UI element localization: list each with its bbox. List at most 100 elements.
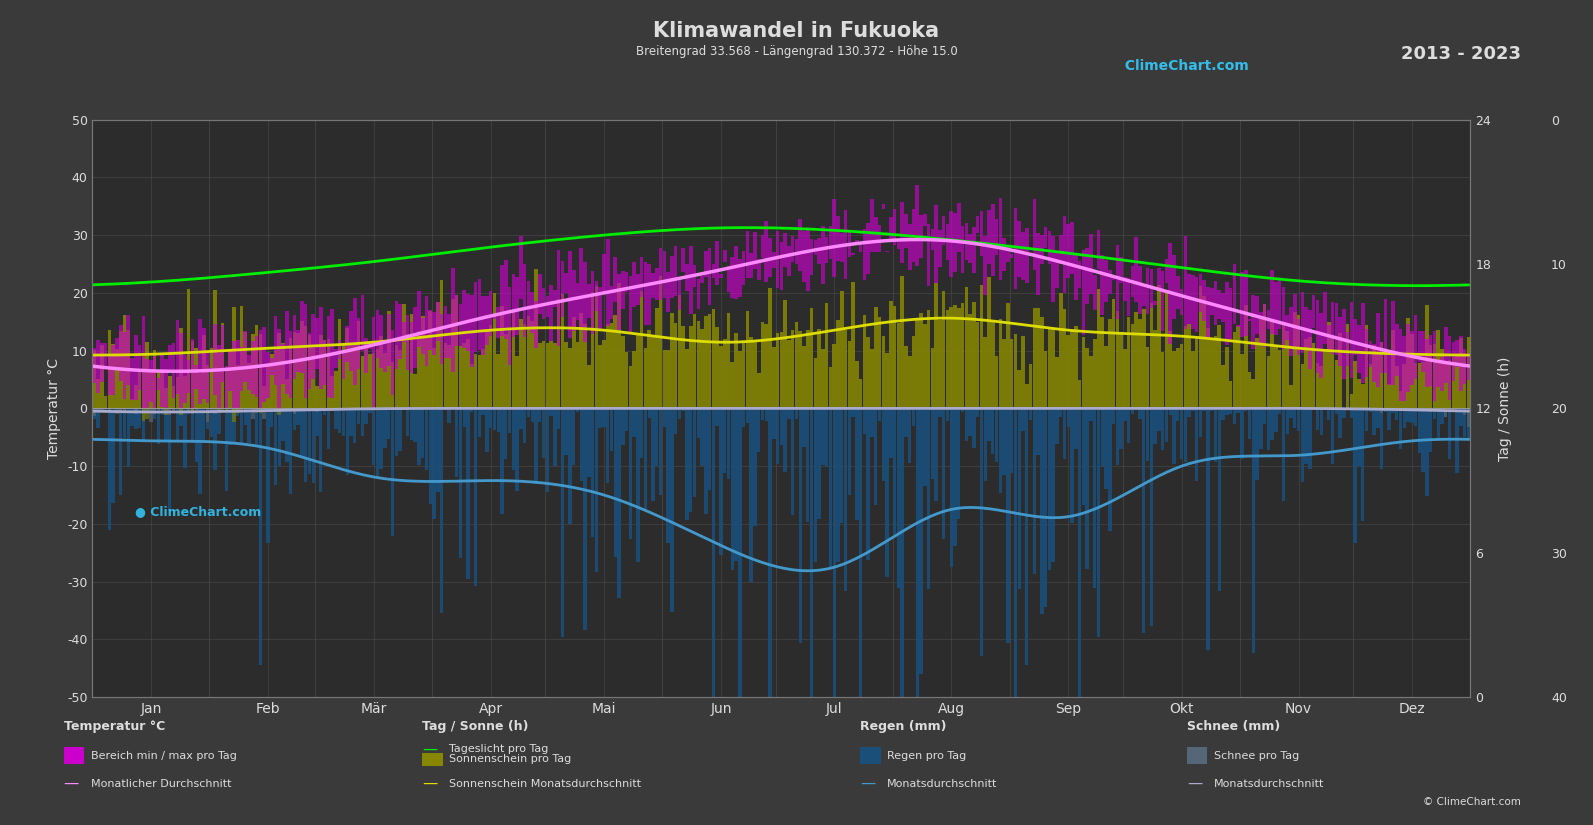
Bar [156, 408, 161, 410]
Bar [421, 318, 424, 354]
Bar [530, 408, 534, 422]
Bar [244, 332, 247, 408]
Bar [390, 408, 393, 409]
Bar [1391, 408, 1394, 411]
Bar [511, 274, 515, 337]
Bar [977, 215, 980, 233]
Bar [1101, 408, 1104, 467]
Bar [1459, 408, 1462, 426]
Bar [1032, 408, 1035, 573]
Bar [523, 264, 526, 337]
Bar [1354, 408, 1357, 543]
Bar [1134, 238, 1137, 302]
Bar [561, 261, 564, 317]
Bar [690, 408, 693, 512]
Bar [1176, 408, 1179, 422]
Bar [1372, 344, 1376, 382]
Bar [131, 399, 134, 408]
Bar [1258, 313, 1263, 346]
Bar [304, 327, 307, 408]
Bar [395, 345, 398, 408]
Bar [244, 331, 247, 383]
Bar [632, 408, 636, 436]
Bar [889, 408, 892, 459]
Bar [969, 234, 972, 262]
Bar [545, 342, 550, 408]
Bar [863, 408, 867, 434]
Bar [588, 365, 591, 408]
Bar [236, 408, 239, 412]
Bar [131, 358, 134, 400]
Bar [564, 408, 567, 455]
Bar [271, 408, 274, 427]
Bar [191, 408, 194, 443]
Bar [855, 361, 859, 408]
Bar [666, 271, 671, 312]
Bar [346, 408, 349, 475]
Bar [175, 408, 178, 409]
Bar [1368, 408, 1372, 412]
Bar [784, 408, 787, 472]
Bar [1429, 336, 1432, 386]
Bar [307, 332, 311, 389]
Bar [1120, 332, 1123, 408]
Bar [357, 318, 360, 369]
Bar [1270, 270, 1274, 334]
Bar [1399, 408, 1402, 409]
Bar [1211, 338, 1214, 408]
Bar [897, 241, 900, 249]
Bar [198, 408, 202, 494]
Bar [1002, 408, 1005, 475]
Bar [935, 205, 938, 283]
Bar [1451, 408, 1454, 409]
Bar [142, 408, 145, 422]
Bar [436, 408, 440, 492]
Bar [1024, 408, 1029, 665]
Bar [266, 365, 269, 408]
Bar [1059, 408, 1063, 417]
Bar [123, 332, 126, 399]
Bar [169, 408, 172, 415]
Bar [558, 408, 561, 429]
Bar [312, 408, 315, 410]
Bar [142, 316, 145, 408]
Bar [1459, 408, 1462, 409]
Bar [558, 250, 561, 346]
Bar [315, 408, 319, 436]
Bar [277, 408, 280, 466]
Bar [1410, 331, 1413, 385]
Bar [1437, 408, 1440, 412]
Bar [1063, 215, 1066, 294]
Bar [1263, 304, 1266, 346]
Bar [413, 307, 417, 368]
Bar [1123, 408, 1126, 421]
Bar [349, 343, 352, 408]
Bar [443, 306, 448, 358]
Bar [1123, 277, 1126, 301]
Bar [1112, 408, 1115, 424]
Bar [357, 321, 360, 408]
Bar [1048, 329, 1051, 408]
Bar [500, 265, 503, 336]
Bar [1187, 324, 1192, 408]
Bar [905, 214, 908, 248]
Bar [961, 303, 964, 408]
Bar [198, 373, 202, 408]
Bar [605, 408, 610, 483]
Bar [108, 330, 112, 408]
Bar [145, 408, 148, 419]
Bar [489, 408, 492, 427]
Bar [613, 257, 616, 302]
Bar [564, 273, 569, 293]
Bar [1048, 408, 1051, 569]
Bar [1255, 408, 1258, 480]
Bar [927, 224, 930, 286]
Bar [707, 314, 712, 408]
Bar [1090, 356, 1093, 408]
Bar [1247, 372, 1251, 408]
Bar [980, 210, 983, 256]
Bar [666, 408, 669, 543]
Bar [307, 408, 311, 409]
Bar [1365, 329, 1368, 377]
Bar [731, 408, 734, 570]
